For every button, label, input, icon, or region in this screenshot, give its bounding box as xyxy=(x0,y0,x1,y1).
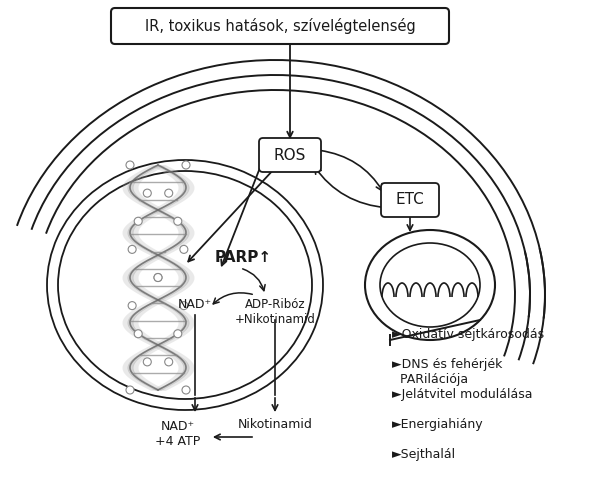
Text: ►Energiahiány: ►Energiahiány xyxy=(392,418,484,431)
FancyArrowPatch shape xyxy=(320,150,382,191)
Circle shape xyxy=(126,386,134,394)
Circle shape xyxy=(182,161,190,169)
Circle shape xyxy=(174,217,182,225)
Text: ►DNS és fehérjék
  PARilációja: ►DNS és fehérjék PARilációja xyxy=(392,358,502,386)
Text: NAD⁺
+4 ATP: NAD⁺ +4 ATP xyxy=(155,420,200,448)
Circle shape xyxy=(126,161,134,169)
Text: PARP↑: PARP↑ xyxy=(215,251,272,266)
Text: ►Sejthalál: ►Sejthalál xyxy=(392,448,456,461)
Circle shape xyxy=(165,358,173,366)
Circle shape xyxy=(144,358,152,366)
Text: IR, toxikus hatások, szívelégtelenség: IR, toxikus hatások, szívelégtelenség xyxy=(145,18,415,34)
FancyArrowPatch shape xyxy=(315,167,387,208)
Circle shape xyxy=(134,217,142,225)
FancyArrowPatch shape xyxy=(243,269,265,291)
Circle shape xyxy=(128,301,136,310)
Circle shape xyxy=(180,301,188,310)
Circle shape xyxy=(134,330,142,338)
Text: ETC: ETC xyxy=(396,193,425,208)
Circle shape xyxy=(154,273,162,282)
FancyBboxPatch shape xyxy=(381,183,439,217)
Text: ►Jelátvitel modulálása: ►Jelátvitel modulálása xyxy=(392,388,533,401)
Circle shape xyxy=(144,189,152,197)
Circle shape xyxy=(182,386,190,394)
Circle shape xyxy=(174,330,182,338)
Circle shape xyxy=(165,189,173,197)
FancyBboxPatch shape xyxy=(111,8,449,44)
FancyArrowPatch shape xyxy=(213,293,252,304)
Circle shape xyxy=(180,245,188,254)
Circle shape xyxy=(154,273,162,282)
FancyBboxPatch shape xyxy=(259,138,321,172)
Text: ►Oxidatív sejtkárosodás: ►Oxidatív sejtkárosodás xyxy=(392,328,544,341)
Circle shape xyxy=(128,245,136,254)
Text: ADP-Ribóz
+Nikotinamid: ADP-Ribóz +Nikotinamid xyxy=(235,298,315,326)
Text: ROS: ROS xyxy=(274,147,306,162)
Text: NAD⁺: NAD⁺ xyxy=(178,298,212,312)
Text: Nikotinamid: Nikotinamid xyxy=(238,418,312,431)
